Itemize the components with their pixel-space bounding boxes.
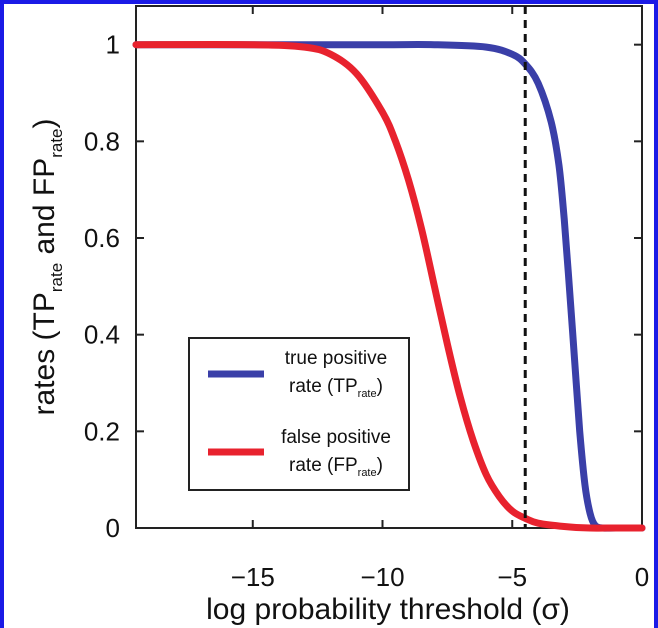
legend-label-line1: true positive <box>285 348 387 369</box>
true-positive-rate-curve <box>132 41 646 532</box>
y-axis-title: rates (TPrate and FPrate) <box>28 118 66 415</box>
legend-label-line2: rate (TPrate) <box>289 376 383 400</box>
x-axis-title: log probability threshold (σ) <box>206 593 570 626</box>
y-tick-label: 0.8 <box>84 126 120 156</box>
y-tick-label: 0.6 <box>84 223 120 253</box>
y-tick-label: 0.4 <box>84 320 120 350</box>
x-tick-label: −10 <box>360 562 404 592</box>
x-tick-label: 0 <box>635 562 649 592</box>
legend-label-line1: false positive <box>281 427 391 448</box>
x-tick-label: −5 <box>497 562 527 592</box>
curves <box>132 41 646 532</box>
legend-label-line2: rate (FPrate) <box>289 455 383 479</box>
y-tick-label: 0.2 <box>84 416 120 446</box>
y-tick-label: 0 <box>106 513 120 543</box>
x-tick-label: −15 <box>231 562 275 592</box>
y-tick-label: 1 <box>106 30 120 60</box>
legend-box <box>188 337 410 491</box>
legend: true positive rate (TPrate) false positive… <box>188 337 410 491</box>
false-positive-rate-curve <box>132 41 646 532</box>
axis-ticks: −15 −10 −5 0 0 0.2 0.4 0.6 0.8 1 <box>84 6 649 592</box>
